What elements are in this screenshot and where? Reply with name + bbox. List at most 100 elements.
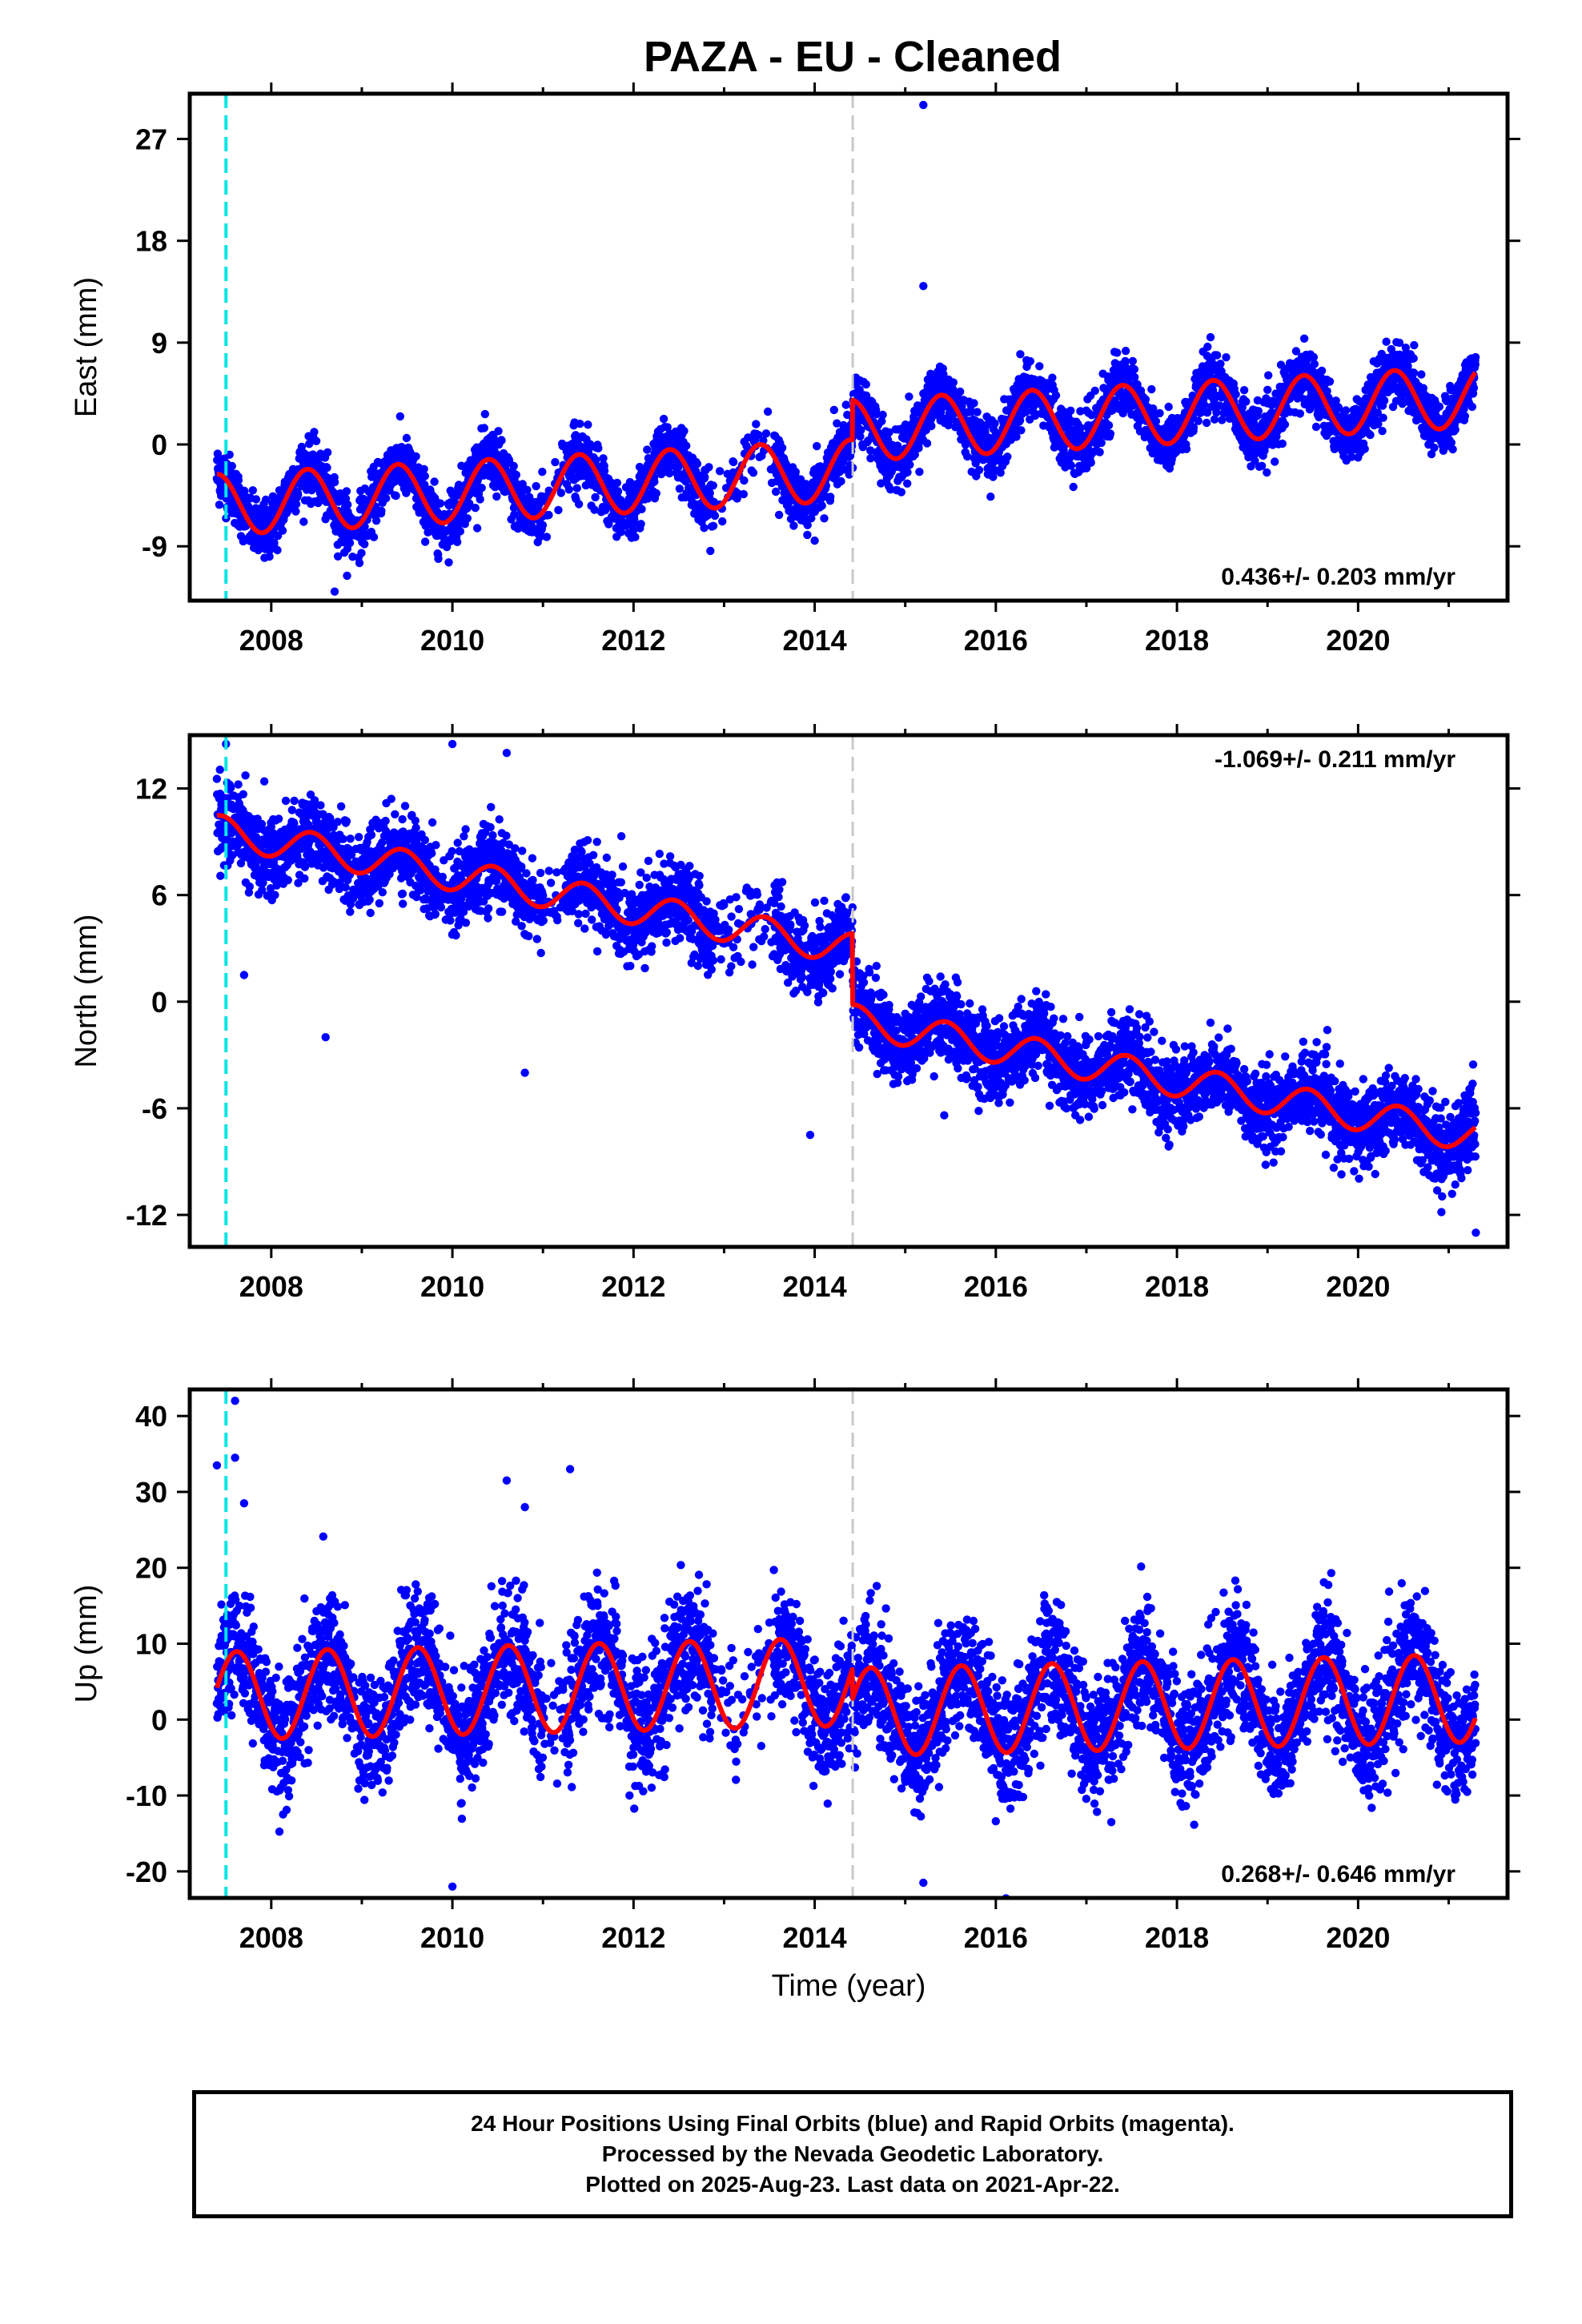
data-point <box>492 492 501 501</box>
data-point <box>1206 332 1215 342</box>
data-point <box>1051 391 1061 400</box>
data-point <box>1147 384 1156 394</box>
data-point <box>693 460 702 468</box>
data-point <box>234 780 243 789</box>
data-point <box>803 521 812 529</box>
data-point <box>718 517 727 526</box>
data-point <box>729 457 738 467</box>
data-point <box>476 495 484 504</box>
plot-frame <box>187 91 1510 603</box>
data-point <box>986 493 995 501</box>
data-point <box>371 517 381 525</box>
data-point <box>261 495 271 505</box>
data-point <box>1222 353 1231 362</box>
data-point <box>841 400 850 409</box>
data-point <box>905 460 914 469</box>
data-point <box>360 522 369 531</box>
data-point <box>675 485 685 493</box>
data-point <box>1299 334 1309 343</box>
data-point <box>636 520 645 529</box>
data-point <box>903 468 912 476</box>
plot-area-east <box>212 94 1480 601</box>
data-point <box>1130 372 1139 382</box>
data-point <box>709 481 717 490</box>
data-point <box>709 521 718 530</box>
y-tick-label: 27 <box>135 123 167 156</box>
data-point <box>227 461 236 471</box>
data-point <box>1257 461 1267 470</box>
data-point <box>1104 420 1114 430</box>
data-point <box>518 480 527 489</box>
data-point <box>1121 356 1130 366</box>
data-point <box>273 545 282 555</box>
data-point <box>1271 457 1279 466</box>
data-point <box>330 477 339 487</box>
data-point <box>1199 400 1209 409</box>
data-point <box>650 477 659 486</box>
data-point <box>1451 425 1460 434</box>
data-point <box>643 445 652 454</box>
data-point <box>248 486 257 495</box>
data-point <box>1130 364 1139 374</box>
data-point <box>420 472 429 480</box>
data-point <box>1325 377 1335 386</box>
data-point <box>682 441 691 450</box>
data-point <box>305 440 314 448</box>
data-point <box>600 466 609 476</box>
data-point <box>1048 373 1057 382</box>
data-point <box>1310 360 1319 368</box>
data-point <box>412 452 420 461</box>
data-point <box>1121 347 1130 356</box>
data-point <box>903 479 912 488</box>
data-point <box>700 524 709 533</box>
data-point <box>584 448 593 456</box>
data-point <box>430 477 439 486</box>
data-point <box>1278 439 1287 448</box>
data-point <box>480 409 489 419</box>
data-point <box>572 484 581 493</box>
data-point <box>705 489 714 497</box>
data-point <box>715 467 725 476</box>
data-point <box>1239 386 1249 395</box>
data-point <box>1212 351 1222 360</box>
data-point <box>1095 448 1104 456</box>
data-point <box>1366 430 1375 440</box>
data-point <box>1410 340 1419 350</box>
data-point <box>291 500 301 509</box>
data-point <box>1471 352 1480 362</box>
data-point <box>592 456 600 464</box>
data-point <box>1090 386 1099 396</box>
data-point <box>1382 337 1391 346</box>
data-point <box>1003 452 1012 461</box>
data-point <box>829 405 839 415</box>
data-point <box>1379 396 1389 405</box>
data-point <box>1106 429 1115 438</box>
data-point <box>1151 416 1161 426</box>
data-point <box>310 428 319 436</box>
data-point <box>594 444 603 452</box>
y-tick-label: 0 <box>151 428 167 461</box>
plot-area-north <box>212 735 1480 1247</box>
data-point <box>1203 342 1212 352</box>
y-tick-label: 18 <box>135 225 167 258</box>
data-point <box>749 468 758 477</box>
data-point <box>291 507 300 516</box>
data-point <box>1182 444 1191 453</box>
data-point <box>631 533 640 541</box>
data-point <box>705 463 713 472</box>
y-tick-label: -9 <box>142 530 167 563</box>
data-point <box>837 476 845 486</box>
data-point <box>1379 413 1387 422</box>
data-point <box>355 558 364 568</box>
x-tick-label: 2020 <box>1326 624 1390 657</box>
data-point <box>1113 348 1122 357</box>
data-point <box>215 766 224 774</box>
data-point <box>1155 408 1164 418</box>
data-point <box>915 468 924 476</box>
data-point <box>444 558 453 567</box>
data-point <box>265 552 274 561</box>
data-point <box>1295 409 1305 418</box>
data-point <box>465 499 474 508</box>
data-point <box>927 421 936 431</box>
